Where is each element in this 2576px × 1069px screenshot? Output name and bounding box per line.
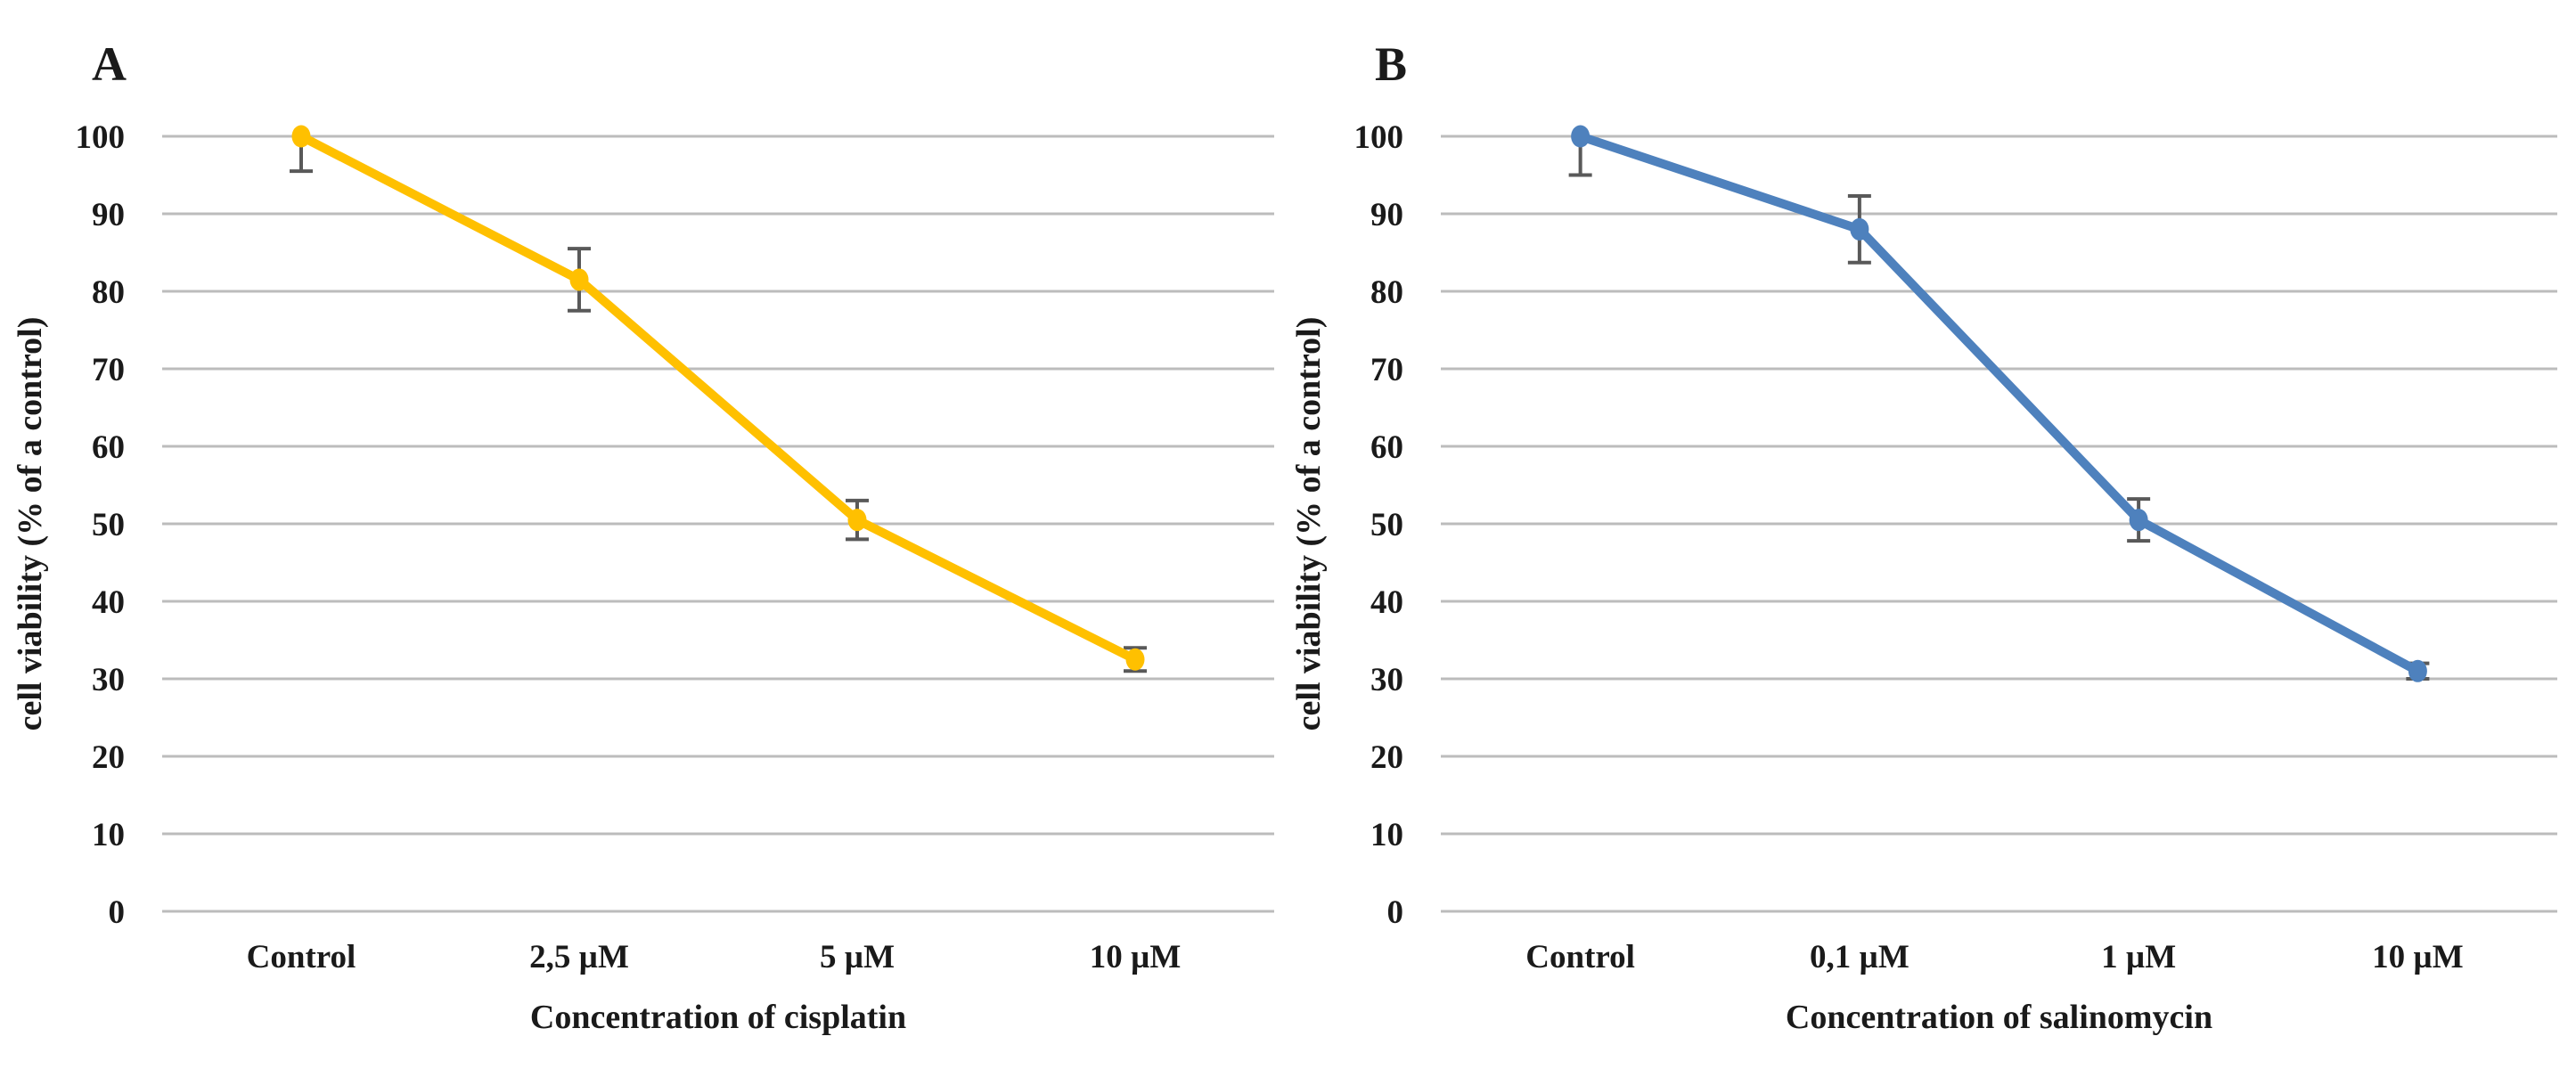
y-tick-label: 20 [1370,739,1403,776]
y-tick-label: 70 [92,352,125,388]
y-axis-title: cell viability (% of a control) [12,317,49,731]
y-axis-title: cell viability (% of a control) [1290,317,1328,731]
series-line-cisplatin [297,132,1140,665]
y-tick-label: 30 [92,662,125,698]
x-category-label: 0,1 µM [1810,939,1910,975]
data-point [569,268,589,291]
y-tick-label: 70 [1370,352,1403,388]
y-tick-label: 0 [1387,894,1404,931]
data-point [291,125,311,148]
panel-letter: A [92,37,127,91]
y-tick-label: 100 [76,119,126,156]
x-axis-title: Concentration of salinomycin [1786,999,2212,1036]
y-tick-label: 50 [1370,507,1403,543]
x-category-label: 2,5 µM [529,939,629,975]
y-tick-label: 40 [1370,584,1403,621]
y-tick-label: 10 [1370,817,1403,853]
x-axis-title: Concentration of cisplatin [530,999,906,1036]
x-category-label: 10 µM [1090,939,1182,975]
y-tick-label: 90 [1370,197,1403,233]
panel-letter: B [1375,37,1407,91]
data-point [2408,659,2427,682]
y-tick-label: 50 [92,507,125,543]
y-tick-label: 0 [109,894,126,931]
y-tick-label: 80 [92,274,125,311]
data-point [847,509,867,532]
x-category-label: Control [1525,939,1635,975]
y-tick-label: 30 [1370,662,1403,698]
x-category-label: 1 µM [2101,939,2176,975]
y-tick-label: 40 [92,584,125,621]
chart-panel-a: 0 10 20 30 40 50 60 70 80 90 100 cell viability (% … [12,37,1274,1036]
x-category-label: 10 µM [2372,939,2464,975]
y-tick-label: 80 [1370,274,1403,311]
data-point [1571,125,1591,148]
y-tick-label: 10 [92,817,125,853]
y-tick-label: 60 [92,429,125,466]
data-point [1125,648,1145,671]
data-point [2129,509,2148,532]
x-category-label: 5 µM [820,939,895,975]
series-line-salinomycin [1575,132,2423,676]
y-tick-label: 60 [1370,429,1403,466]
x-category-label: Control [247,939,356,975]
chart-panel-b: 0 10 20 30 40 50 60 70 80 90 100 cell viability (% … [1290,37,2557,1036]
y-tick-label: 90 [92,197,125,233]
y-tick-label: 20 [92,739,125,776]
y-tick-label: 100 [1354,119,1404,156]
data-point [1850,217,1869,241]
